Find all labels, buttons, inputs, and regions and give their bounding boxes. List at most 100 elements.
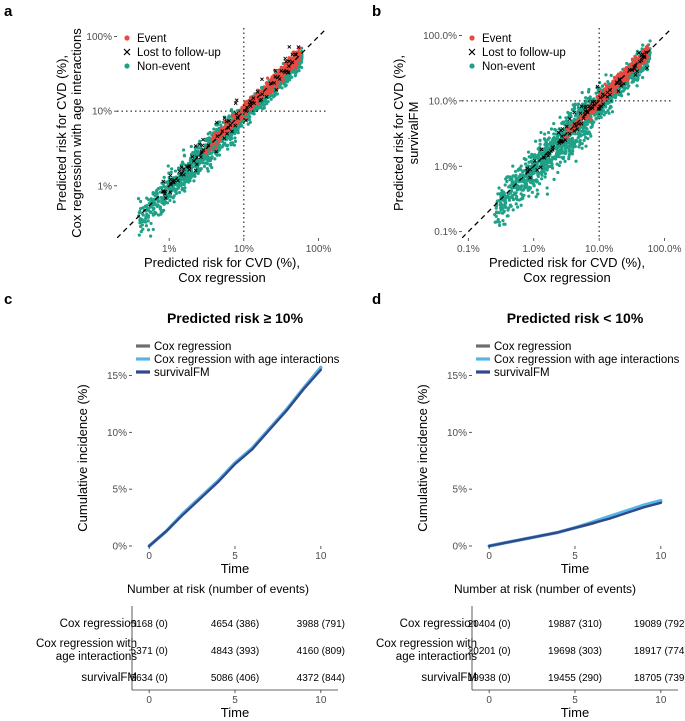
non-event-point bbox=[572, 117, 577, 121]
non-event-point bbox=[546, 130, 551, 135]
non-event-point bbox=[252, 112, 256, 116]
non-event-point bbox=[524, 174, 529, 178]
non-event-point bbox=[584, 96, 588, 100]
lost-to-follow-up-point bbox=[161, 179, 166, 184]
event-point bbox=[260, 89, 265, 94]
scatter-points bbox=[493, 39, 652, 227]
non-event-point bbox=[566, 110, 570, 115]
legend: Event Lost to follow-up Non-event bbox=[123, 33, 221, 73]
risk-row-label-line2: age interactions bbox=[56, 651, 137, 663]
x-tick-label: 0.1% bbox=[457, 244, 480, 255]
non-event-point bbox=[173, 169, 178, 173]
lost-to-follow-up-point bbox=[228, 123, 233, 127]
non-event-point bbox=[498, 206, 503, 210]
x-tick-label: 1% bbox=[162, 244, 177, 255]
non-event-point bbox=[527, 194, 531, 198]
lost-to-follow-up-point bbox=[268, 81, 273, 86]
lost-to-follow-up-point bbox=[175, 178, 180, 183]
lost-to-follow-up-point bbox=[636, 50, 641, 55]
non-event-point bbox=[558, 151, 562, 156]
non-event-point bbox=[269, 97, 273, 101]
event-point bbox=[219, 135, 223, 139]
non-event-point bbox=[290, 75, 294, 79]
lost-to-follow-up-point bbox=[177, 169, 182, 174]
non-event-point bbox=[283, 82, 287, 86]
non-event-point bbox=[149, 221, 153, 226]
risk-table-cell: 19887 (310) bbox=[548, 619, 602, 630]
lost-to-follow-up-point bbox=[618, 81, 623, 86]
non-event-point bbox=[247, 117, 251, 122]
non-event-point bbox=[177, 190, 182, 195]
lost-to-follow-up-point bbox=[201, 148, 206, 153]
lost-to-follow-up-point bbox=[581, 116, 586, 121]
event-point bbox=[641, 60, 645, 64]
event-point bbox=[270, 75, 274, 79]
non-event-point bbox=[550, 164, 554, 168]
non-event-point bbox=[150, 205, 154, 209]
lost-to-follow-up-point bbox=[539, 147, 544, 152]
non-event-point bbox=[278, 84, 282, 88]
non-event-point bbox=[156, 213, 161, 217]
non-event-point bbox=[545, 192, 550, 196]
risk-time-label: 0 bbox=[146, 695, 152, 706]
lost-to-follow-up-point bbox=[230, 129, 234, 134]
non-event-point bbox=[259, 86, 264, 90]
non-event-point bbox=[149, 210, 153, 215]
non-event-point bbox=[610, 110, 615, 114]
lost-to-follow-up-point bbox=[274, 87, 279, 92]
non-event-point bbox=[586, 137, 590, 141]
event-point bbox=[294, 66, 298, 70]
non-event-point bbox=[529, 181, 534, 185]
lost-to-follow-up-point bbox=[284, 59, 289, 64]
lost-to-follow-up-point bbox=[579, 121, 584, 126]
non-event-point bbox=[560, 145, 564, 149]
non-event-point bbox=[151, 192, 155, 196]
non-event-point bbox=[641, 43, 645, 47]
risk-row-label: Cox regression bbox=[60, 618, 137, 630]
lost-to-follow-up-point bbox=[234, 111, 239, 116]
non-event-point bbox=[535, 180, 539, 184]
non-event-point bbox=[513, 169, 518, 174]
non-event-point bbox=[517, 198, 521, 202]
lost-to-follow-up-point bbox=[220, 129, 225, 134]
non-event-point bbox=[572, 144, 576, 148]
non-event-point bbox=[648, 39, 652, 43]
legend-label: Cox regression bbox=[154, 341, 231, 353]
non-event-point bbox=[549, 143, 553, 147]
lost-to-follow-up-point bbox=[567, 131, 572, 136]
x-axis-title: Time bbox=[221, 561, 249, 576]
non-event-point bbox=[567, 154, 571, 159]
non-event-point bbox=[563, 151, 567, 156]
non-event-point bbox=[170, 167, 174, 171]
non-event-point bbox=[505, 179, 509, 184]
non-event-point bbox=[555, 142, 559, 146]
non-event-point bbox=[568, 144, 573, 148]
non-event-point bbox=[584, 144, 588, 148]
non-event-point bbox=[217, 120, 222, 124]
non-event-point bbox=[524, 182, 528, 187]
non-event-point bbox=[592, 113, 597, 117]
risk-table-x-title: Time bbox=[221, 705, 249, 720]
non-event-point bbox=[563, 159, 567, 163]
non-event-point bbox=[497, 223, 502, 227]
legend-label: Non-event bbox=[137, 61, 191, 73]
event-point bbox=[613, 90, 617, 95]
non-event-point bbox=[552, 140, 556, 144]
non-event-point bbox=[620, 94, 624, 98]
event-point bbox=[283, 65, 287, 69]
non-event-point bbox=[577, 107, 581, 111]
lost-to-follow-up-point bbox=[201, 137, 205, 142]
event-point bbox=[246, 99, 250, 103]
non-event-point bbox=[557, 163, 561, 168]
non-event-point bbox=[496, 192, 500, 196]
non-event-point bbox=[262, 103, 266, 107]
lost-to-follow-up-point bbox=[579, 104, 584, 109]
event-point bbox=[210, 137, 214, 142]
x-axis-title-line2: Cox regression bbox=[523, 270, 610, 285]
lost-to-follow-up-point bbox=[608, 92, 612, 97]
non-event-point bbox=[226, 147, 230, 151]
non-event-point bbox=[196, 165, 200, 169]
non-event-point bbox=[582, 132, 586, 137]
lost-to-follow-up-point bbox=[605, 94, 610, 99]
event-point bbox=[603, 82, 607, 86]
